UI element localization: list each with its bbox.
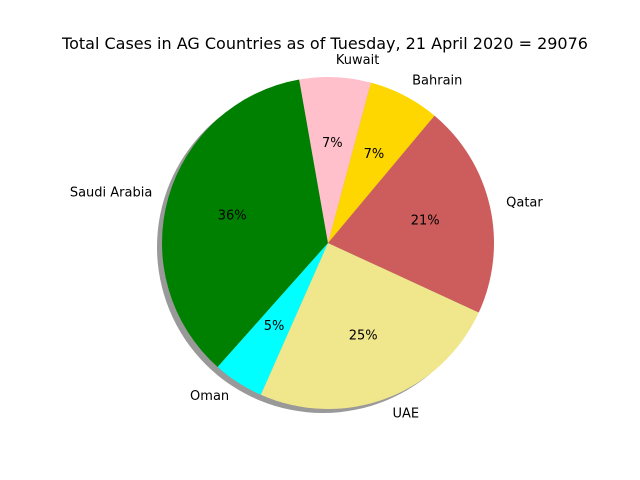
slice-label-oman: Oman <box>190 389 229 404</box>
pie-slice-bahrain <box>328 82 435 243</box>
pie-slices <box>162 77 495 409</box>
pie-slice-oman <box>217 243 328 395</box>
slice-percent-oman: 5% <box>264 319 285 334</box>
pie-slice-saudi-arabia <box>162 79 328 367</box>
slice-percent-saudi-arabia: 36% <box>218 208 247 223</box>
slice-label-uae: UAE <box>393 406 420 421</box>
chart-title: Total Cases in AG Countries as of Tuesda… <box>61 34 588 53</box>
slice-percent-bahrain: 7% <box>364 147 385 162</box>
slice-label-saudi-arabia: Saudi Arabia <box>70 186 153 201</box>
slice-label-kuwait: Kuwait <box>336 53 379 68</box>
slice-percent-uae: 25% <box>349 329 378 344</box>
pie-slice-qatar <box>328 115 495 313</box>
slice-label-bahrain: Bahrain <box>412 73 462 88</box>
pie-slice-kuwait <box>299 77 371 244</box>
pie-labels: Saudi Arabia 36% Oman 5% UAE 25% Qatar 21% Bahra… <box>70 53 544 421</box>
slice-percent-qatar: 21% <box>411 214 440 229</box>
slice-percent-kuwait: 7% <box>322 136 343 151</box>
slice-label-qatar: Qatar <box>506 195 543 210</box>
pie-slice-uae <box>260 243 479 409</box>
